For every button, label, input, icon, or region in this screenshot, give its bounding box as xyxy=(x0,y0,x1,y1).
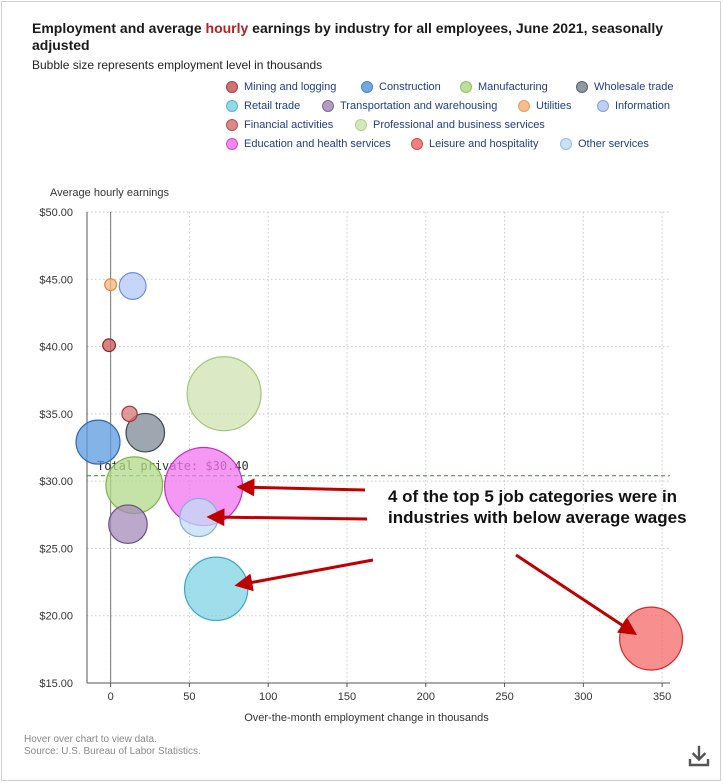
y-tick-label: $15.00 xyxy=(39,678,73,690)
legend-item[interactable]: Transportation and warehousing xyxy=(322,100,497,112)
hover-note: Hover over chart to view data. xyxy=(24,734,157,745)
legend-item[interactable]: Retail trade xyxy=(226,100,300,112)
legend-swatch xyxy=(597,100,609,112)
x-tick-label: 300 xyxy=(574,691,592,703)
annotation-arrow xyxy=(515,553,638,635)
chart-subtitle: Bubble size represents employment level … xyxy=(32,58,323,72)
legend-label: Leisure and hospitality xyxy=(429,138,539,150)
x-tick-label: 200 xyxy=(417,691,435,703)
legend-item[interactable]: Education and health services xyxy=(226,138,391,150)
bubble[interactable] xyxy=(108,504,148,545)
annotation-arrow xyxy=(206,508,368,527)
y-axis-label: Average hourly earnings xyxy=(50,187,170,199)
legend-swatch xyxy=(460,81,472,93)
legend-swatch xyxy=(560,138,572,150)
y-tick-label: $45.00 xyxy=(39,274,73,286)
legend-label: Utilities xyxy=(536,100,572,112)
x-tick-label: 0 xyxy=(108,691,114,703)
bubble[interactable] xyxy=(619,606,684,671)
y-tick-label: $25.00 xyxy=(39,543,73,555)
x-tick-label: 250 xyxy=(495,691,513,703)
legend-swatch xyxy=(576,81,588,93)
legend: Mining and logging Construction Manufactur… xyxy=(226,81,696,161)
legend-item[interactable]: Professional and business services xyxy=(355,119,545,131)
legend-swatch xyxy=(518,100,530,112)
legend-item[interactable]: Other services xyxy=(560,138,649,150)
title-highlight: hourly xyxy=(205,20,249,36)
y-tick-label: $20.00 xyxy=(39,611,73,623)
legend-swatch xyxy=(361,81,373,93)
y-tick-label: $30.00 xyxy=(39,476,73,488)
title-part: earnings by industry for all employees, … xyxy=(32,20,664,53)
legend-swatch xyxy=(355,119,367,131)
bubble[interactable] xyxy=(118,272,147,300)
legend-swatch xyxy=(411,138,423,150)
legend-label: Wholesale trade xyxy=(594,81,674,93)
x-tick-label: 50 xyxy=(183,691,195,703)
annotation-arrow xyxy=(234,558,374,592)
title-part: Employment and average xyxy=(32,20,206,36)
annotation-arrow xyxy=(236,478,366,497)
legend-label: Other services xyxy=(578,138,649,150)
bubble[interactable] xyxy=(125,412,166,453)
legend-swatch xyxy=(226,138,238,150)
legend-label: Manufacturing xyxy=(478,81,548,93)
x-tick-label: 150 xyxy=(338,691,356,703)
x-axis-label: Over-the-month employment change in thou… xyxy=(244,712,489,724)
bubble[interactable] xyxy=(75,419,121,465)
legend-item[interactable]: Information xyxy=(597,100,670,112)
legend-label: Transportation and warehousing xyxy=(340,100,498,112)
y-tick-label: $40.00 xyxy=(39,342,73,354)
legend-label: Retail trade xyxy=(244,100,301,112)
legend-item[interactable]: Leisure and hospitality xyxy=(411,138,538,150)
bubble[interactable] xyxy=(186,356,262,432)
legend-swatch xyxy=(226,100,238,112)
bubble[interactable] xyxy=(121,405,138,423)
legend-label: Mining and logging xyxy=(244,81,337,93)
y-tick-label: $35.00 xyxy=(39,409,73,421)
download-icon[interactable] xyxy=(688,744,710,768)
legend-item[interactable]: Mining and logging xyxy=(226,81,336,93)
legend-label: Financial activities xyxy=(244,119,334,131)
annotation-callout: 4 of the top 5 job categories were in in… xyxy=(388,487,687,527)
bubble[interactable] xyxy=(104,278,118,292)
bubble[interactable] xyxy=(102,338,117,353)
legend-item[interactable]: Wholesale trade xyxy=(576,81,674,93)
legend-item[interactable]: Construction xyxy=(361,81,441,93)
legend-label: Education and health services xyxy=(244,138,391,150)
bubble[interactable] xyxy=(105,456,164,515)
legend-item[interactable]: Manufacturing xyxy=(460,81,548,93)
legend-label: Information xyxy=(615,100,671,112)
bubble[interactable] xyxy=(183,556,249,622)
legend-label: Construction xyxy=(379,81,441,93)
legend-swatch xyxy=(322,100,334,112)
x-tick-label: 100 xyxy=(259,691,277,703)
legend-item[interactable]: Utilities xyxy=(518,100,571,112)
x-tick-label: 350 xyxy=(653,691,671,703)
legend-swatch xyxy=(226,81,238,93)
legend-swatch xyxy=(226,119,238,131)
source-note: Source: U.S. Bureau of Labor Statistics. xyxy=(24,746,201,757)
y-tick-label: $50.00 xyxy=(39,207,73,219)
legend-label: Professional and business services xyxy=(373,119,545,131)
chart-title: Employment and average hourly earnings b… xyxy=(32,20,692,54)
legend-item[interactable]: Financial activities xyxy=(226,119,333,131)
